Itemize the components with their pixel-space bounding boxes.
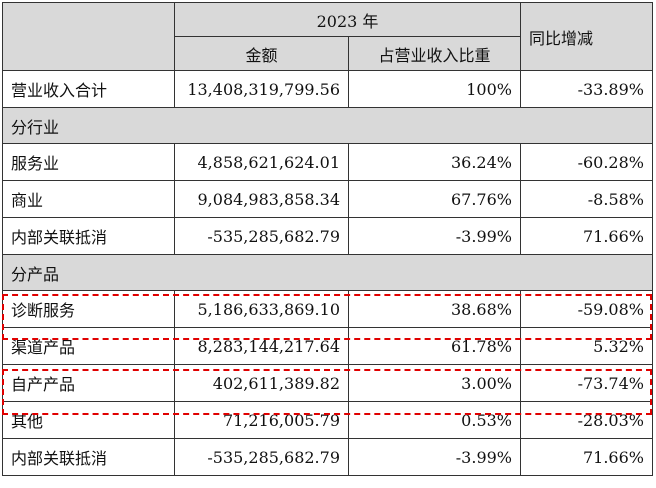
row-amount: 8,283,144,217.64 (174, 327, 349, 365)
row-yoy: -28.03% (520, 401, 653, 439)
section-title: 分产品 (2, 254, 653, 291)
row-amount: -535,285,682.79 (174, 438, 349, 476)
row-ratio: 67.76% (348, 180, 521, 218)
header-amount: 金额 (174, 36, 349, 71)
section-industry: 分行业 (2, 107, 653, 144)
row-ratio: 3.00% (348, 364, 521, 402)
row-amount: 5,186,633,869.10 (174, 290, 349, 328)
table-row: 其他 71,216,005.79 0.53% -28.03% (2, 401, 653, 439)
row-label: 内部关联抵消 (2, 217, 175, 255)
row-amount: 402,611,389.82 (174, 364, 349, 402)
header-ratio: 占营业收入比重 (348, 36, 521, 71)
row-label: 营业收入合计 (2, 70, 175, 108)
table-row: 服务业 4,858,621,624.01 36.24% -60.28% (2, 143, 653, 181)
table-row: 内部关联抵消 -535,285,682.79 -3.99% 71.66% (2, 438, 653, 476)
row-label: 自产产品 (2, 364, 175, 402)
row-yoy: 5.32% (520, 327, 653, 365)
row-label: 其他 (2, 401, 175, 439)
row-label: 诊断服务 (2, 290, 175, 328)
header-year: 2023 年 (174, 2, 521, 37)
row-ratio: 38.68% (348, 290, 521, 328)
row-yoy: -60.28% (520, 143, 653, 181)
row-amount: -535,285,682.79 (174, 217, 349, 255)
row-yoy: 71.66% (520, 217, 653, 255)
header-yoy: 同比增减 (520, 2, 653, 71)
table-row-highlighted: 自产产品 402,611,389.82 3.00% -73.74% (2, 364, 653, 402)
section-product: 分产品 (2, 254, 653, 291)
table-row: 内部关联抵消 -535,285,682.79 -3.99% 71.66% (2, 217, 653, 255)
row-amount: 13,408,319,799.56 (174, 70, 349, 108)
row-amount: 71,216,005.79 (174, 401, 349, 439)
row-yoy: -73.74% (520, 364, 653, 402)
table-row: 商业 9,084,983,858.34 67.76% -8.58% (2, 180, 653, 218)
row-label: 服务业 (2, 143, 175, 181)
table-row-highlighted: 诊断服务 5,186,633,869.10 38.68% -59.08% (2, 290, 653, 328)
row-label: 内部关联抵消 (2, 438, 175, 476)
row-ratio: 36.24% (348, 143, 521, 181)
row-amount: 4,858,621,624.01 (174, 143, 349, 181)
row-yoy: -59.08% (520, 290, 653, 328)
row-label: 商业 (2, 180, 175, 218)
row-ratio: -3.99% (348, 217, 521, 255)
row-ratio: 100% (348, 70, 521, 108)
row-ratio: 61.78% (348, 327, 521, 365)
row-yoy: -8.58% (520, 180, 653, 218)
total-row: 营业收入合计 13,408,319,799.56 100% -33.89% (2, 70, 653, 108)
revenue-table: 2023 年 同比增减 金额 占营业收入比重 营业收入合计 13,408,319… (2, 2, 653, 476)
table-row: 渠道产品 8,283,144,217.64 61.78% 5.32% (2, 327, 653, 365)
row-label: 渠道产品 (2, 327, 175, 365)
row-yoy: 71.66% (520, 438, 653, 476)
header-blank-cell (2, 2, 175, 71)
row-amount: 9,084,983,858.34 (174, 180, 349, 218)
section-title: 分行业 (2, 107, 653, 144)
row-ratio: 0.53% (348, 401, 521, 439)
row-yoy: -33.89% (520, 70, 653, 108)
row-ratio: -3.99% (348, 438, 521, 476)
